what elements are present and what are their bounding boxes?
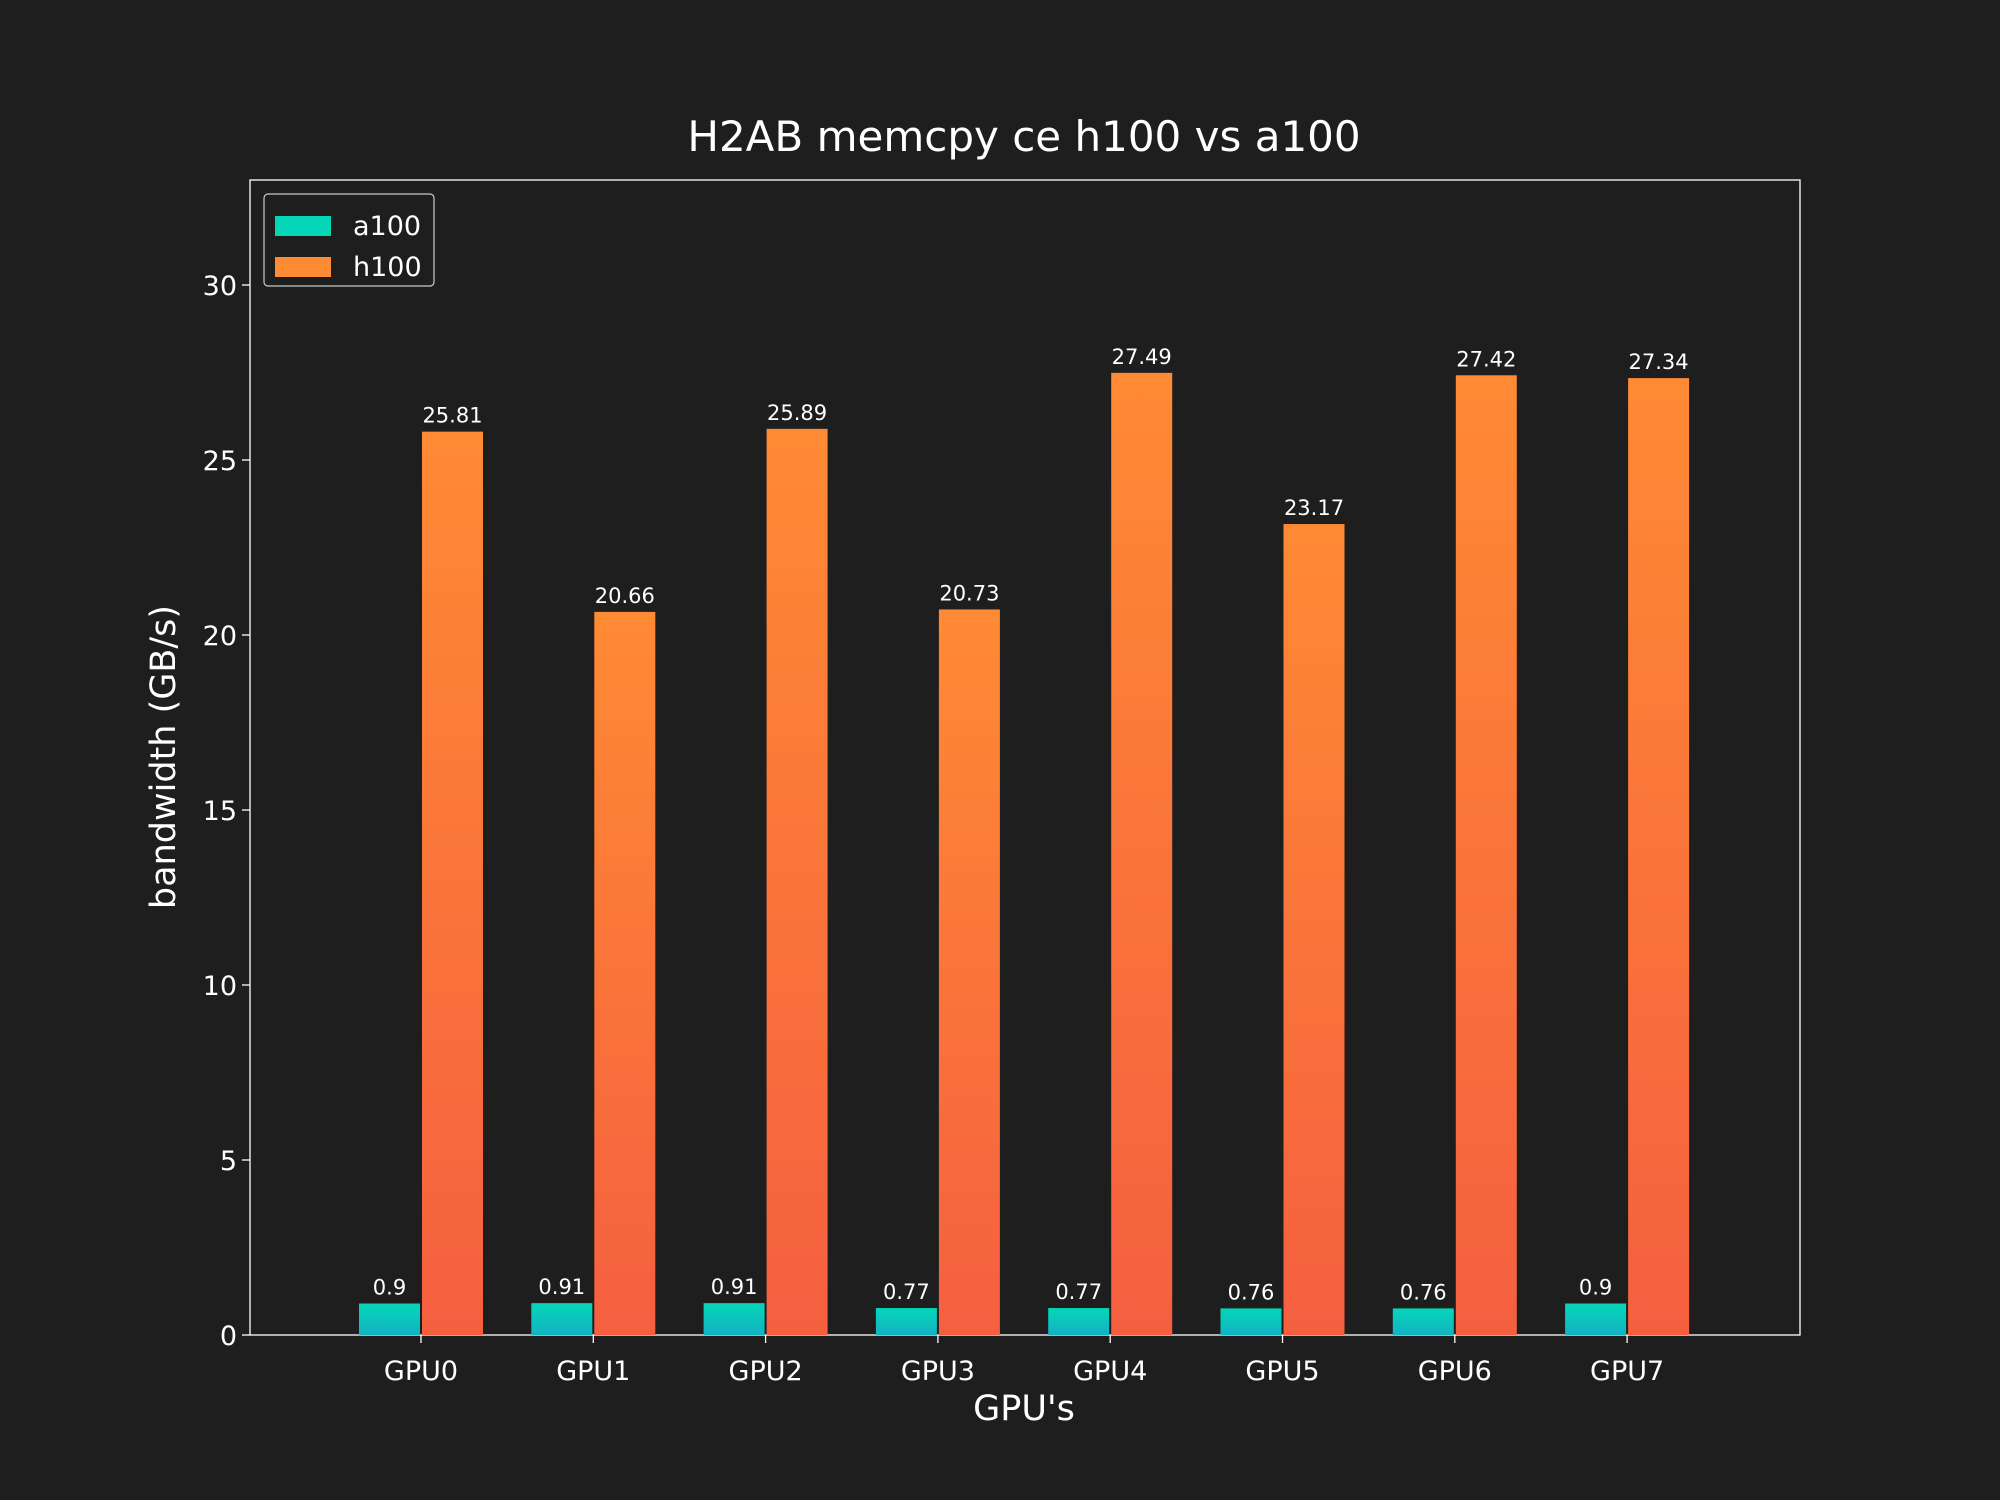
- bar-h100-gpu0: [422, 431, 483, 1335]
- data-label-h100-gpu5: 23.17: [1284, 496, 1344, 520]
- legend-swatch-a100: [275, 216, 331, 236]
- data-label-h100-gpu4: 27.49: [1112, 345, 1172, 369]
- data-label-a100-gpu0: 0.9: [373, 1276, 406, 1300]
- data-label-a100-gpu4: 0.77: [1055, 1280, 1102, 1304]
- bar-a100-gpu5: [1220, 1308, 1282, 1335]
- data-label-a100-gpu5: 0.76: [1228, 1280, 1275, 1304]
- legend: a100 h100: [263, 193, 435, 287]
- x-tick-label: GPU6: [1418, 1356, 1492, 1387]
- x-tick-label: GPU7: [1590, 1356, 1664, 1387]
- bar-h100-gpu5: [1283, 524, 1345, 1335]
- data-label-h100-gpu7: 27.34: [1629, 350, 1689, 374]
- data-label-a100-gpu3: 0.77: [883, 1280, 930, 1304]
- x-axis-label: GPU's: [973, 1389, 1075, 1429]
- x-tick-label: GPU5: [1245, 1356, 1319, 1387]
- bar-a100-gpu7: [1565, 1303, 1627, 1335]
- plot-area: 0 5 10 15 20 25 30 GPU0 0.9 25.81 GPU1 0.91 20.66 GPU…: [203, 179, 1801, 1387]
- bar-h100-gpu6: [1455, 375, 1517, 1335]
- data-label-h100-gpu0: 25.81: [422, 404, 482, 428]
- bar-h100-gpu7: [1628, 378, 1690, 1336]
- legend-swatch-h100: [275, 257, 331, 277]
- bar-a100-gpu2: [703, 1303, 765, 1335]
- y-tick-label: 30: [203, 271, 237, 302]
- data-label-a100-gpu2: 0.91: [711, 1275, 758, 1299]
- y-tick-label: 5: [220, 1146, 237, 1177]
- x-tick-label: GPU2: [729, 1356, 803, 1387]
- data-label-a100-gpu1: 0.91: [538, 1275, 585, 1299]
- data-label-h100-gpu2: 25.89: [767, 401, 827, 425]
- data-label-h100-gpu1: 20.66: [595, 584, 655, 608]
- data-label-a100-gpu6: 0.76: [1400, 1280, 1447, 1304]
- plot-frame: [249, 179, 1801, 1336]
- data-label-h100-gpu6: 27.42: [1456, 347, 1516, 371]
- x-tick-label: GPU0: [384, 1356, 458, 1387]
- x-tick-label: GPU3: [901, 1356, 975, 1387]
- data-label-h100-gpu3: 20.73: [939, 581, 999, 605]
- y-tick-label: 25: [203, 446, 237, 477]
- y-tick-label: 20: [203, 621, 237, 652]
- bar-a100-gpu0: [359, 1303, 420, 1335]
- legend-label-a100: a100: [353, 211, 421, 242]
- bar-h100-gpu4: [1111, 372, 1173, 1336]
- y-tick-label: 10: [203, 971, 237, 1002]
- bar-a100-gpu3: [875, 1308, 937, 1335]
- x-tick-label: GPU4: [1073, 1356, 1147, 1387]
- y-tick-label: 0: [220, 1321, 237, 1352]
- bar-a100-gpu4: [1048, 1308, 1110, 1335]
- chart-title: H2AB memcpy ce h100 vs a100: [687, 112, 1360, 161]
- bar-a100-gpu6: [1392, 1308, 1454, 1335]
- x-tick-label: GPU1: [556, 1356, 630, 1387]
- bar-a100-gpu1: [531, 1303, 593, 1335]
- data-label-a100-gpu7: 0.9: [1579, 1276, 1612, 1300]
- bar-h100-gpu1: [594, 611, 656, 1335]
- y-axis-label: bandwidth (GB/s): [144, 605, 184, 909]
- legend-label-h100: h100: [353, 252, 422, 283]
- bar-h100-gpu3: [938, 609, 1000, 1335]
- y-tick-label: 15: [203, 796, 237, 827]
- bar-h100-gpu2: [766, 428, 828, 1336]
